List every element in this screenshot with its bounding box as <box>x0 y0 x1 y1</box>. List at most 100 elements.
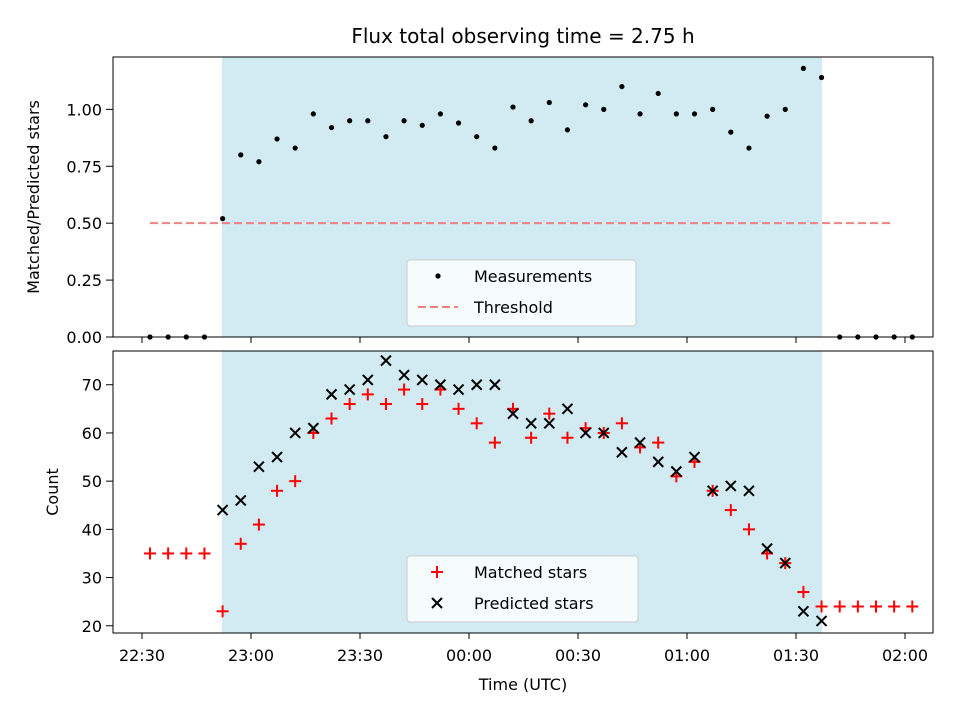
matched-point <box>325 412 338 425</box>
top-y-axis-title: Matched/Predicted stars <box>24 100 43 294</box>
matched-point <box>525 431 538 444</box>
predicted-point <box>470 379 483 391</box>
matched-point <box>452 402 465 415</box>
predicted-point <box>434 379 447 391</box>
legend-label-matched: Matched stars <box>474 563 587 582</box>
measurement-point <box>238 152 244 158</box>
bottom-x-axis: 22:30 23:00 23:30 00:00 00:30 01:00 01:30 02:00 <box>119 633 928 665</box>
measurement-point <box>564 127 571 133</box>
predicted-point <box>652 456 664 468</box>
bottom-x-tick-label: 23:00 <box>228 646 274 665</box>
predicted-point <box>307 422 320 434</box>
measurement-point <box>728 129 734 135</box>
top-legend-box <box>406 259 637 327</box>
bottom-y-axis: 20 30 40 50 60 70 <box>82 376 113 636</box>
matched-point <box>652 436 665 449</box>
matched-point <box>361 388 374 401</box>
predicted-point <box>598 427 610 439</box>
top-legend: Measurements Threshold <box>406 259 637 327</box>
predicted-point <box>797 605 810 618</box>
top-panel: 0.00 0.25 0.50 0.75 1.00 Matched/Predicted s… <box>24 56 934 347</box>
predicted-point <box>579 427 592 439</box>
bottom-y-tick-label: 70 <box>82 376 102 395</box>
predicted-point <box>761 542 773 555</box>
measurement-point <box>818 74 825 81</box>
predicted-point <box>706 485 719 497</box>
measurement-point <box>891 334 897 340</box>
measurement-point <box>710 106 716 112</box>
matched-point <box>470 417 483 430</box>
matched-point <box>543 407 556 420</box>
top-y-tick-label: 0.50 <box>66 214 102 233</box>
bottom-x-tick-label: 23:30 <box>337 646 383 665</box>
predicted-point <box>325 388 338 401</box>
predicted-point <box>235 494 247 507</box>
measurement-point <box>637 111 643 117</box>
bottom-plot-frame <box>112 350 934 634</box>
matched-point <box>615 417 628 430</box>
measurement-point <box>310 111 316 117</box>
legend-marker-matched <box>431 566 443 578</box>
measurement-point <box>655 90 661 97</box>
matched-point <box>216 605 229 618</box>
matched-point <box>144 547 156 560</box>
matched-point <box>561 431 574 444</box>
legend-label-predicted: Predicted stars <box>474 594 594 613</box>
bottom-legend-box <box>406 555 639 623</box>
matched-point <box>198 547 211 560</box>
top-y-tick-label: 0.00 <box>66 328 102 347</box>
top-plot-frame <box>112 56 934 338</box>
predicted-point <box>216 504 229 516</box>
legend-label-threshold: Threshold <box>473 298 553 317</box>
matched-point <box>289 475 302 488</box>
matched-point <box>398 383 411 396</box>
matched-point <box>851 600 864 613</box>
predicted-point <box>543 417 556 430</box>
measurement-point <box>583 102 589 108</box>
bottom-marks <box>144 354 919 627</box>
measurement-point <box>510 104 516 110</box>
measurement-point <box>782 106 788 112</box>
measurement-point <box>274 136 280 142</box>
matched-point <box>162 547 175 560</box>
matched-point <box>343 398 356 411</box>
measurement-point <box>474 134 480 140</box>
predicted-point <box>271 451 283 463</box>
top-y-tick-label: 1.00 <box>66 100 102 119</box>
measurement-point <box>800 65 807 71</box>
legend-marker-predicted <box>431 597 443 609</box>
bottom-y-tick-label: 40 <box>82 520 102 539</box>
measurement-point <box>419 122 425 128</box>
predicted-point <box>815 615 828 627</box>
top-y-axis: 0.00 0.25 0.50 0.75 1.00 <box>66 100 113 347</box>
legend-label-measurements: Measurements <box>474 267 592 286</box>
bottom-x-tick-label: 02:00 <box>882 646 928 665</box>
measurement-point <box>256 159 262 165</box>
measurement-point <box>619 83 625 90</box>
measurement-point <box>401 118 407 124</box>
measurement-point <box>455 120 462 126</box>
bottom-y-tick-label: 20 <box>82 617 102 636</box>
measurement-point <box>328 124 335 131</box>
measurement-point <box>220 216 226 222</box>
measurement-point <box>746 145 752 151</box>
predicted-point <box>489 379 501 391</box>
bottom-y-tick-label: 30 <box>82 569 102 588</box>
predicted-point <box>743 485 755 497</box>
measurement-point <box>909 334 915 340</box>
measurement-point <box>165 334 171 340</box>
matched-point <box>488 436 501 449</box>
matched-point <box>379 398 392 411</box>
matched-point <box>271 484 284 497</box>
bottom-x-axis-title: Time (UTC) <box>478 675 567 694</box>
matched-point <box>180 547 193 560</box>
measurement-point <box>528 118 534 124</box>
predicted-point <box>253 460 265 473</box>
matched-point <box>870 600 882 613</box>
measurement-point <box>365 118 371 124</box>
predicted-point <box>289 427 301 439</box>
predicted-point <box>507 407 519 420</box>
predicted-point <box>380 354 392 367</box>
bottom-y-tick-label: 50 <box>82 472 102 491</box>
